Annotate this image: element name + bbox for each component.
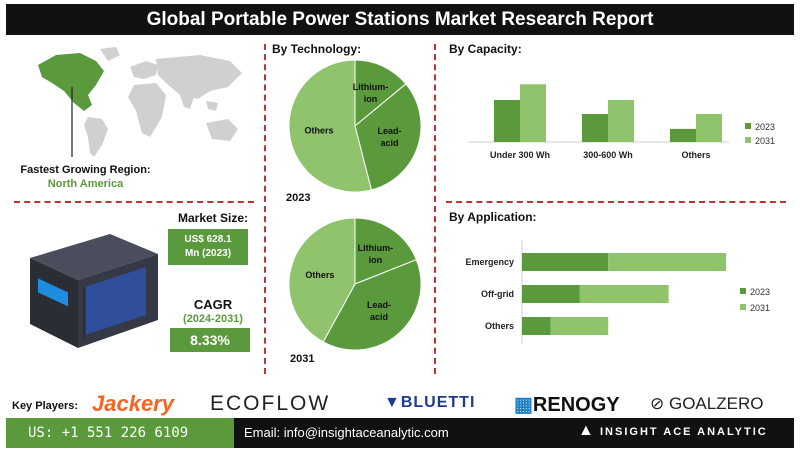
legend-swatch: [740, 288, 746, 294]
application-tick-label: Off-grid: [481, 289, 514, 299]
divider-right: [434, 44, 436, 374]
renogy-icon: ▦: [514, 394, 533, 416]
pie-label-2: Others: [305, 270, 334, 280]
capacity-bar: [520, 84, 546, 142]
key-players-label: Key Players:: [12, 400, 79, 412]
pie-label-1: acid: [381, 138, 399, 148]
bluetti-icon: ▼: [384, 394, 401, 411]
capacity-bar: [670, 128, 696, 142]
pie-slice-1: [354, 83, 422, 191]
logo-renogy-text: RENOGY: [532, 394, 620, 416]
pie-slice-2: [288, 59, 373, 193]
application-title: By Application:: [449, 210, 537, 224]
logo-jackery: Jackery: [92, 391, 174, 416]
pie-slice-0: [354, 217, 418, 285]
phone-box[interactable]: US: +1 551 226 6109: [6, 418, 234, 448]
pie-slice-1: [322, 259, 422, 351]
logo-renogy: ▦RENOGY: [514, 392, 620, 417]
email-link[interactable]: Email: info@insightaceanalytic.com: [244, 425, 449, 440]
application-tick-label: Others: [485, 321, 514, 331]
application-bar-chart: Emergency Off-grid Others 2023 2031: [465, 240, 770, 344]
divider-left-h: [14, 201, 254, 203]
legend-label: 2023: [755, 122, 775, 132]
power-station-icon: [30, 234, 158, 348]
market-size-value-line1: US$ 628.1: [184, 234, 232, 245]
pie-label-1: Lead-: [378, 126, 402, 136]
application-bar: [522, 253, 609, 271]
pie-label-0: Lithium-: [353, 82, 389, 92]
application-tick-label: Emergency: [465, 257, 514, 267]
pie-label-0: ion: [364, 94, 378, 104]
world-map-icon: [38, 47, 242, 157]
brand-name: INSIGHT ACE ANALYTIC: [600, 426, 768, 438]
logo-ecoflow: ECOFLOW: [210, 392, 331, 415]
market-size-box: US$ 628.1 Mn (2023): [168, 229, 248, 265]
pie-chart-2031: Lithium-ion Lead-acid Others: [288, 217, 422, 351]
pie-2031-year: 2031: [290, 353, 315, 365]
cagr-label: CAGR: [193, 297, 233, 312]
region-value: North America: [47, 178, 124, 190]
divider-left: [264, 44, 266, 374]
capacity-bar: [608, 100, 634, 142]
page-title: Global Portable Power Stations Market Re…: [6, 4, 794, 35]
capacity-title: By Capacity:: [449, 42, 522, 56]
application-bar: [522, 285, 580, 303]
pie-label-1: Lead-: [367, 300, 391, 310]
capacity-tick-label: Under 300 Wh: [490, 150, 550, 160]
pie-label-2: Others: [304, 126, 333, 136]
technology-title: By Technology:: [272, 42, 362, 56]
legend-swatch: [745, 137, 751, 143]
application-bar: [608, 253, 727, 271]
market-size-label: Market Size:: [177, 211, 249, 225]
brand-icon: ▲: [578, 422, 594, 439]
logo-bluetti-text: BLUETTI: [400, 394, 476, 411]
application-bar: [522, 317, 551, 335]
capacity-bar-chart: Under 300 Wh 300-600 Wh Others 2023 2031: [468, 84, 775, 160]
legend-label: 2031: [750, 303, 770, 313]
cagr-period: (2024-2031): [183, 313, 243, 325]
pie-2023-year: 2023: [286, 192, 311, 204]
application-bar: [550, 317, 609, 335]
goalzero-icon: ⊘: [650, 394, 665, 413]
capacity-tick-label: 300-600 Wh: [583, 150, 633, 160]
market-size-value-line2: Mn (2023): [184, 248, 232, 259]
capacity-bar: [696, 114, 722, 142]
capacity-bar: [582, 114, 608, 142]
cagr-value: 8.33%: [170, 328, 250, 352]
capacity-tick-label: Others: [681, 150, 710, 160]
logo-goalzero: ⊘ GOALZERO: [650, 394, 763, 414]
application-bar: [579, 285, 669, 303]
contact-bar: [234, 418, 794, 448]
pie-label-0: Lithium-: [358, 243, 394, 253]
pie-chart-2023: Lithium-ion Lead-acid Others: [288, 59, 422, 193]
pie-slice-2: [288, 217, 356, 343]
legend-swatch: [745, 123, 751, 129]
legend-label: 2031: [755, 136, 775, 146]
pie-label-0: ion: [369, 255, 383, 265]
capacity-bar: [494, 100, 520, 142]
region-label: Fastest Growing Region:: [20, 164, 151, 176]
logo-goalzero-text: GOALZERO: [668, 394, 764, 413]
legend-label: 2023: [750, 287, 770, 297]
legend-swatch: [740, 304, 746, 310]
pie-label-1: acid: [370, 312, 388, 322]
divider-right-h: [446, 201, 786, 203]
pie-slice-0: [354, 59, 407, 128]
logo-bluetti: ▼BLUETTI: [384, 394, 475, 412]
